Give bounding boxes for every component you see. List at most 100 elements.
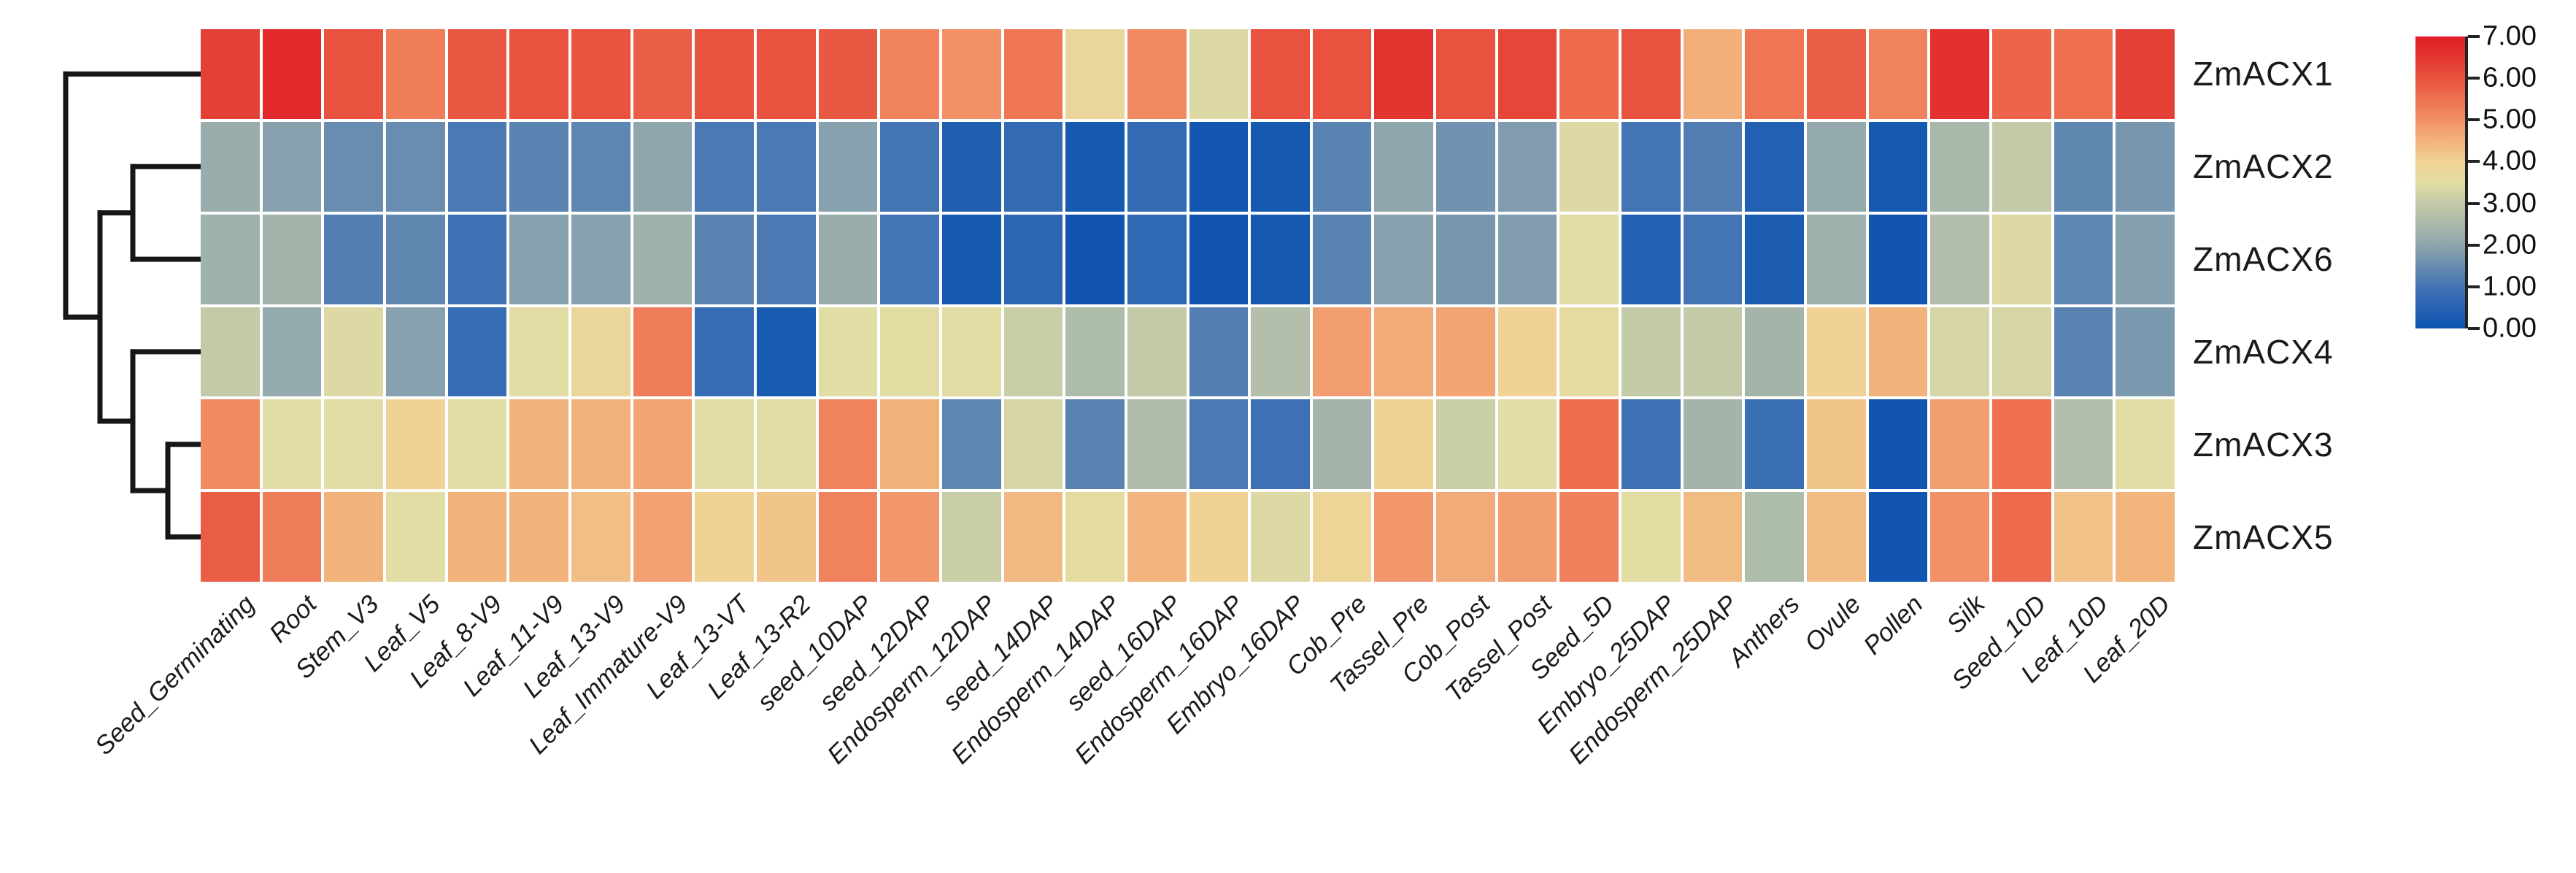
heatmap-cell — [2054, 307, 2113, 397]
heatmap-cell — [695, 121, 754, 212]
heatmap-cell — [1374, 399, 1434, 490]
heatmap-cell — [1189, 492, 1249, 582]
heatmap-cell — [324, 29, 383, 119]
heatmap-cell — [1868, 492, 1928, 582]
heatmap-cell — [385, 399, 445, 490]
heatmap-cell — [201, 399, 260, 490]
heatmap-cell — [1374, 492, 1434, 582]
heatmap-cell — [262, 121, 322, 212]
heatmap-cell — [509, 29, 568, 119]
row-label: ZmACX2 — [2193, 147, 2334, 186]
heatmap-cell — [1312, 214, 1372, 304]
heatmap-cell — [1930, 307, 1990, 397]
heatmap-cell — [1807, 214, 1866, 304]
heatmap-cell — [633, 121, 693, 212]
heatmap-cell — [633, 307, 693, 397]
heatmap-cell — [941, 214, 1001, 304]
heatmap-cell — [1497, 214, 1557, 304]
heatmap-cell — [1992, 214, 2051, 304]
heatmap-cell — [1189, 214, 1249, 304]
color-scale-tick-mark — [2468, 243, 2480, 247]
heatmap-cell — [1003, 492, 1063, 582]
heatmap-cell — [1930, 121, 1990, 212]
heatmap-cell — [2116, 29, 2175, 119]
heatmap-cell — [1127, 29, 1187, 119]
heatmap-cell — [1559, 399, 1619, 490]
heatmap-cell — [1621, 399, 1681, 490]
heatmap-cell — [571, 121, 630, 212]
heatmap-cell — [2116, 399, 2175, 490]
heatmap-cell — [1312, 492, 1372, 582]
heatmap-cell — [1497, 307, 1557, 397]
heatmap-cell — [262, 307, 322, 397]
heatmap-cell — [447, 307, 507, 397]
heatmap-cell — [1868, 29, 1928, 119]
heatmap-cell — [1127, 214, 1187, 304]
heatmap-cell — [447, 399, 507, 490]
heatmap-cell — [1683, 399, 1743, 490]
heatmap-cell — [1683, 214, 1743, 304]
heatmap-cell — [2116, 307, 2175, 397]
heatmap-cell — [1312, 29, 1372, 119]
color-scale-tick-label: 2.00 — [2483, 229, 2537, 261]
heatmap-cell — [2054, 214, 2113, 304]
heatmap-cell — [1374, 214, 1434, 304]
heatmap-cell — [695, 214, 754, 304]
heatmap-cell — [818, 121, 878, 212]
heatmap-cell — [447, 492, 507, 582]
heatmap-cell — [1003, 121, 1063, 212]
heatmap-cell — [756, 214, 816, 304]
heatmap-cell — [447, 214, 507, 304]
heatmap-cell — [880, 29, 939, 119]
heatmap-cell — [1868, 214, 1928, 304]
heatmap-cell — [1374, 307, 1434, 397]
heatmap-cell — [1312, 121, 1372, 212]
heatmap-cell — [1807, 121, 1866, 212]
heatmap-cell — [201, 492, 260, 582]
heatmap-cell — [633, 492, 693, 582]
heatmap-cell — [1436, 307, 1495, 397]
heatmap-cell — [1745, 121, 1805, 212]
heatmap-cell — [2054, 121, 2113, 212]
heatmap-cell — [1251, 121, 1310, 212]
row-dendrogram — [63, 71, 204, 540]
heatmap-cell — [695, 29, 754, 119]
heatmap-cell — [756, 492, 816, 582]
heatmap-cell — [1189, 307, 1249, 397]
heatmap-cell — [1065, 492, 1125, 582]
heatmap-cell — [1497, 492, 1557, 582]
heatmap-cell — [201, 29, 260, 119]
heatmap-cell — [509, 214, 568, 304]
heatmap-cell — [941, 121, 1001, 212]
heatmap-cell — [1621, 307, 1681, 397]
heatmap-cell — [1745, 307, 1805, 397]
heatmap-cell — [262, 492, 322, 582]
heatmap-cell — [385, 29, 445, 119]
heatmap-cell — [324, 492, 383, 582]
heatmap-cell — [385, 121, 445, 212]
heatmap-cell — [1930, 399, 1990, 490]
heatmap-cell — [1559, 492, 1619, 582]
heatmap-cell — [509, 399, 568, 490]
heatmap-cell — [262, 29, 322, 119]
heatmap-cell — [880, 492, 939, 582]
heatmap-cell — [1003, 307, 1063, 397]
heatmap-cell — [1436, 214, 1495, 304]
heatmap-cell — [1868, 307, 1928, 397]
heatmap-cell — [571, 399, 630, 490]
heatmap-cell — [1683, 492, 1743, 582]
heatmap-cell — [571, 307, 630, 397]
row-label: ZmACX3 — [2193, 425, 2334, 464]
heatmap-cell — [1497, 29, 1557, 119]
heatmap-cell — [1189, 121, 1249, 212]
heatmap-cell — [941, 29, 1001, 119]
heatmap-cell — [1374, 121, 1434, 212]
heatmap-cell — [1436, 29, 1495, 119]
heatmap-cell — [1992, 399, 2051, 490]
heatmap-cell — [1745, 29, 1805, 119]
color-scale-tick-label: 0.00 — [2483, 312, 2537, 344]
row-label: ZmACX6 — [2193, 240, 2334, 279]
heatmap-cell — [1559, 121, 1619, 212]
color-scale-tick-mark — [2468, 327, 2480, 330]
color-scale-tick-label: 4.00 — [2483, 145, 2537, 177]
